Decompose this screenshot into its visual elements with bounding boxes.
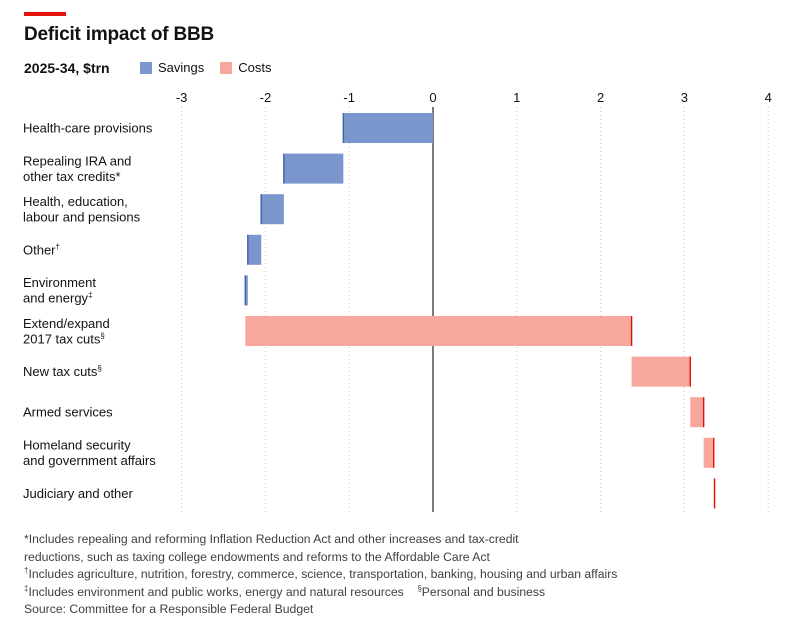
x-tick-label: 2 — [597, 90, 604, 105]
waterfall-chart: -3 -2 -1 0 1 2 3 4 Health-care provisions Repeali… — [23, 90, 772, 512]
category-label: Armed services — [23, 405, 113, 420]
bar-savings — [343, 113, 433, 143]
footnote-3: ‡Includes environment and public works, … — [24, 583, 546, 599]
footnote-marker: § — [100, 331, 104, 340]
category-label: and government affairs — [23, 453, 156, 468]
bar-costs — [703, 437, 714, 468]
footnote-2: †Includes agriculture, nutrition, forest… — [24, 565, 618, 581]
legend-swatch-savings — [140, 61, 152, 74]
bar-savings — [247, 234, 262, 265]
chart-subtitle: 2025-34, $trn — [24, 60, 110, 76]
footnotes: *Includes repealing and reforming Inflat… — [24, 531, 794, 619]
x-tick-label: 1 — [513, 90, 520, 105]
bar-costs — [631, 356, 691, 387]
x-tick-label: -2 — [260, 90, 272, 105]
category-label: labour and pensions — [23, 209, 141, 224]
category-label: Other† — [23, 242, 60, 257]
category-label: other tax credits* — [23, 169, 121, 184]
category-label: 2017 tax cuts§ — [23, 331, 105, 346]
footnote-2-text: Includes agriculture, nutrition, forestr… — [28, 567, 618, 581]
bar-savings — [283, 153, 344, 184]
bar-savings — [261, 194, 284, 225]
footnote-marker: § — [97, 364, 101, 373]
footnote-1b: reductions, such as taxing college endow… — [24, 549, 490, 564]
bar-savings — [245, 275, 248, 306]
legend-item-savings: Savings — [140, 60, 204, 75]
bar-costs — [245, 316, 632, 346]
category-label: Environment — [23, 275, 96, 290]
accent-bar — [24, 12, 66, 16]
footnote-3-text: Includes environment and public works, e… — [28, 584, 404, 599]
source-note: Source: Committee for a Responsible Fede… — [24, 602, 314, 616]
category-label: Repealing IRA and — [23, 153, 131, 168]
category-label: and energy‡ — [23, 291, 93, 306]
category-label: Health-care provisions — [23, 121, 153, 136]
footnote-1a: *Includes repealing and reforming Inflat… — [24, 532, 519, 546]
category-label: Judiciary and other — [23, 486, 134, 501]
legend-label-savings: Savings — [158, 60, 205, 75]
x-tick-label: -3 — [176, 90, 188, 105]
category-label: Extend/expand — [23, 316, 110, 331]
x-tick-label: -1 — [343, 90, 355, 105]
legend-item-costs: Costs — [220, 60, 271, 75]
chart-title: Deficit impact of BBB — [24, 24, 215, 45]
legend-label-costs: Costs — [238, 60, 272, 75]
footnote-marker: † — [56, 242, 60, 251]
x-tick-label: 3 — [681, 90, 688, 105]
legend-swatch-costs — [220, 61, 233, 74]
x-tick-label: 0 — [429, 90, 436, 105]
category-label: Health, education, — [23, 194, 128, 209]
bar-costs — [690, 397, 704, 428]
category-label: New tax cuts§ — [23, 364, 102, 379]
footnote-4-text: Personal and business — [421, 584, 546, 599]
x-tick-label: 4 — [765, 90, 772, 105]
footnote-marker: ‡ — [88, 291, 92, 300]
legend: Savings Costs — [140, 60, 287, 75]
category-label: Homeland security — [23, 438, 131, 453]
